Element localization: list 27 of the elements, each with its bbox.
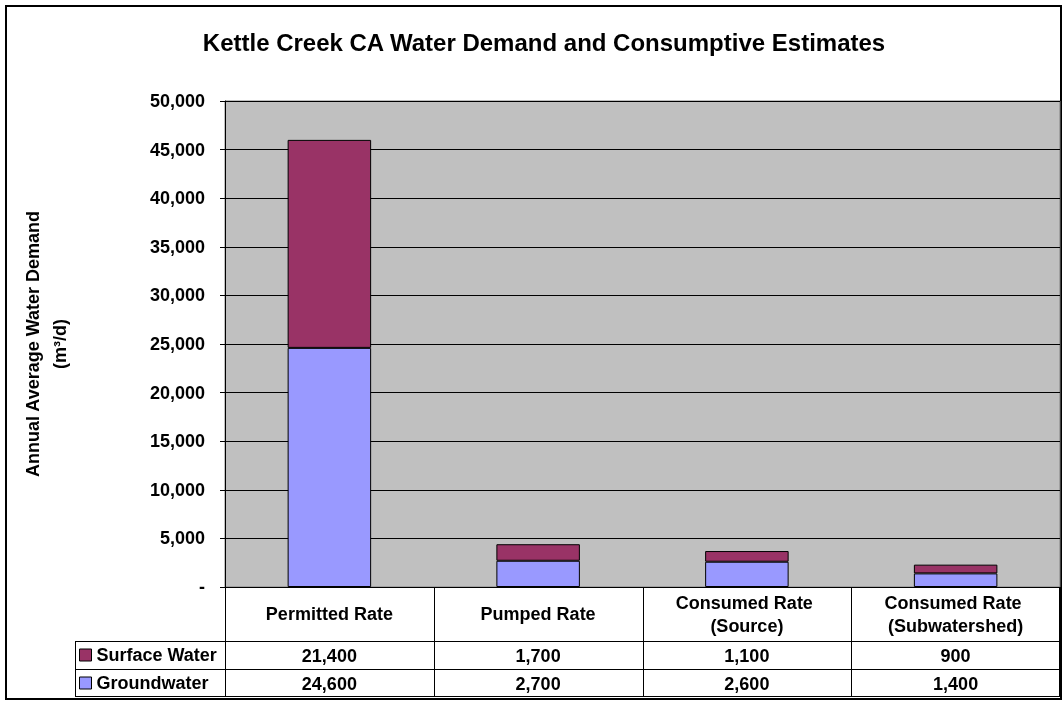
legend-label: Groundwater xyxy=(96,673,209,693)
legend-label: Surface Water xyxy=(96,645,217,665)
y-tick-label: 35,000 xyxy=(149,236,205,257)
data-label: 24,600 xyxy=(301,674,357,694)
data-label: 1,100 xyxy=(724,646,770,666)
y-tick-label: 30,000 xyxy=(149,285,205,306)
x-tick-label: Consumed Rate (Source) xyxy=(675,592,818,636)
data-label: 1,700 xyxy=(515,646,561,666)
data-label: 2,700 xyxy=(515,674,561,694)
y-tick-label: 45,000 xyxy=(149,139,205,160)
data-label: 21,400 xyxy=(301,646,357,666)
x-tick-label: Permitted Rate xyxy=(265,604,393,624)
y-tick-label: 25,000 xyxy=(149,334,205,354)
x-tick-label: Consumed Rate (Subwatershed) xyxy=(884,592,1027,636)
y-tick-label: 15,000 xyxy=(149,431,205,452)
y-tick-label: 40,000 xyxy=(149,188,205,209)
y-tick-label: - xyxy=(199,577,205,597)
y-tick-label: 50,000 xyxy=(149,91,205,111)
data-label: 900 xyxy=(940,646,971,666)
x-tick-label: Pumped Rate xyxy=(480,604,596,624)
y-axis-title: Annual Average Water Demand (m³/d) xyxy=(22,210,70,478)
y-tick-label: 10,000 xyxy=(149,479,205,500)
y-tick-label: 5,000 xyxy=(159,528,205,549)
data-label: 1,400 xyxy=(933,674,979,694)
chart-title: Kettle Creek CA Water Demand and Consumptive Estimates xyxy=(202,28,886,56)
y-tick-label: 20,000 xyxy=(149,382,205,403)
data-label: 2,600 xyxy=(724,674,770,694)
